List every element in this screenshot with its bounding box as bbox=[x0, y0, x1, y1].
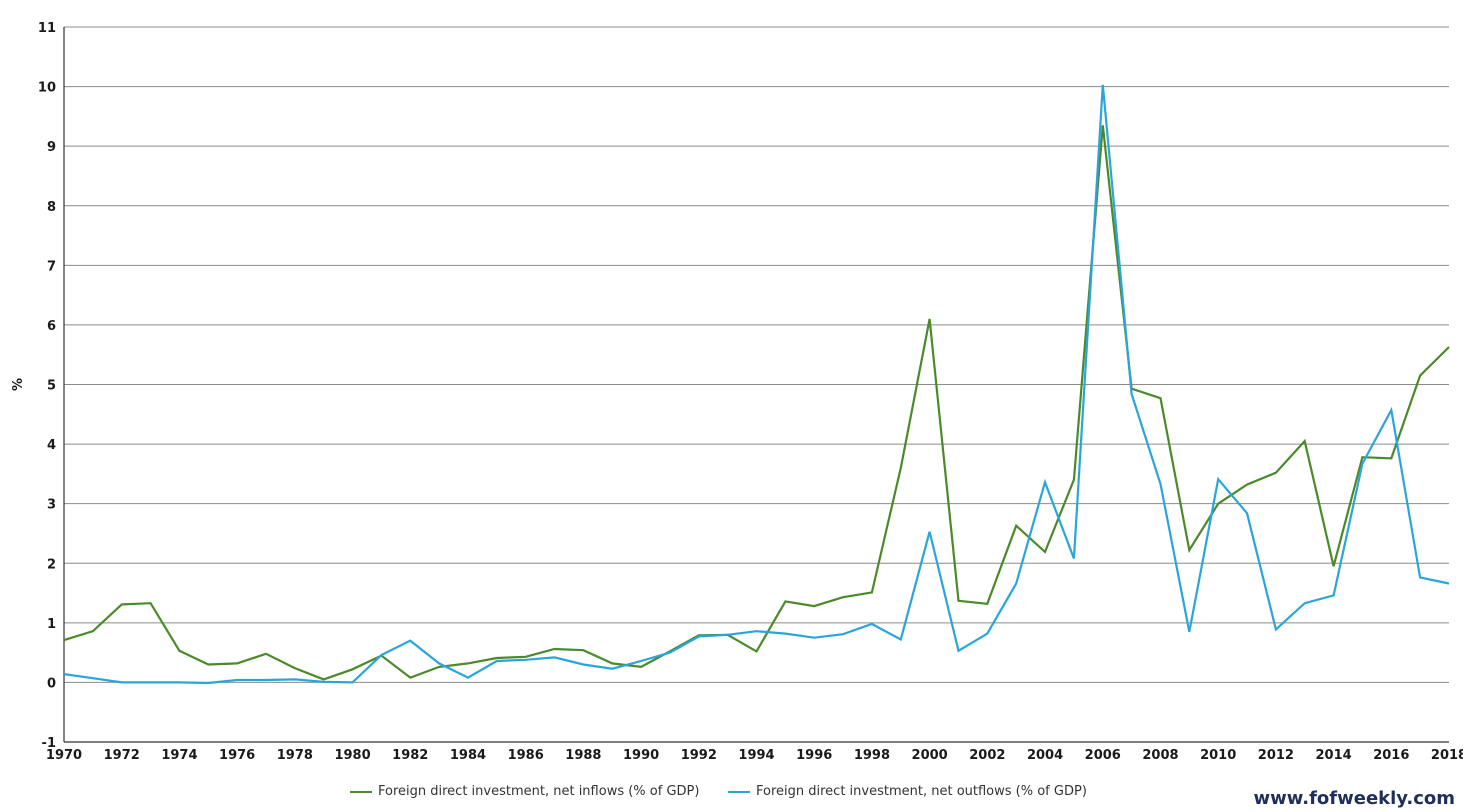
x-tick-label: 1970 bbox=[46, 748, 82, 763]
y-tick-label: 1 bbox=[47, 617, 56, 632]
y-tick-labels: -1 0 1 2 3 4 5 6 7 8 9 10 11 bbox=[38, 21, 56, 751]
x-tick-label: 1978 bbox=[277, 748, 313, 763]
x-tick-label: 2006 bbox=[1085, 748, 1121, 763]
x-tick-label: 2002 bbox=[969, 748, 1005, 763]
y-tick-label: 2 bbox=[47, 557, 56, 572]
x-tick-label: 2010 bbox=[1200, 748, 1236, 763]
x-tick-label: 1996 bbox=[796, 748, 832, 763]
legend-label-outflows: Foreign direct investment, net outflows … bbox=[756, 784, 1087, 799]
legend-swatch-inflows bbox=[350, 790, 372, 793]
y-tick-label: 8 bbox=[47, 200, 56, 215]
series-lines bbox=[63, 84, 1450, 685]
x-tick-label: 1984 bbox=[450, 748, 486, 763]
legend-swatch-outflows bbox=[728, 790, 750, 793]
x-tick-label: 1974 bbox=[161, 748, 197, 763]
y-tick-label: 7 bbox=[47, 259, 56, 274]
x-tick-label: 1998 bbox=[854, 748, 890, 763]
y-tick-label: 4 bbox=[47, 438, 56, 453]
series-line-outflows bbox=[63, 84, 1450, 685]
y-tick-label: 6 bbox=[47, 319, 56, 334]
y-axis-label: % bbox=[11, 378, 26, 391]
x-tick-label: 1994 bbox=[738, 748, 774, 763]
x-tick-label: 2014 bbox=[1315, 748, 1351, 763]
x-tick-label: 2000 bbox=[912, 748, 948, 763]
x-tick-label: 1992 bbox=[681, 748, 717, 763]
x-tick-label: 1986 bbox=[508, 748, 544, 763]
x-tick-label: 2004 bbox=[1027, 748, 1063, 763]
legend-item-outflows: Foreign direct investment, net outflows … bbox=[728, 784, 1087, 799]
y-tick-label: 11 bbox=[38, 21, 56, 36]
legend-label-inflows: Foreign direct investment, net inflows (… bbox=[378, 784, 700, 799]
x-tick-label: 1976 bbox=[219, 748, 255, 763]
series-line-inflows bbox=[63, 125, 1450, 681]
y-tick-label: 3 bbox=[47, 498, 56, 513]
x-tick-label: 2012 bbox=[1258, 748, 1294, 763]
x-tick-label: 2018 bbox=[1431, 748, 1463, 763]
y-tick-label: 10 bbox=[38, 81, 56, 96]
x-tick-label: 1980 bbox=[334, 748, 370, 763]
legend-item-inflows: Foreign direct investment, net inflows (… bbox=[350, 784, 699, 799]
y-tick-label: 5 bbox=[47, 379, 56, 394]
x-tick-label: 2016 bbox=[1373, 748, 1409, 763]
x-tick-labels: 1970 1972 1974 1976 1978 1980 1982 1984 1986 1988… bbox=[46, 748, 1463, 763]
x-tick-label: 2008 bbox=[1142, 748, 1178, 763]
y-tick-label: 0 bbox=[47, 676, 56, 691]
x-tick-label: 1990 bbox=[623, 748, 659, 763]
watermark-text: www.fofweekly.com bbox=[1253, 788, 1456, 809]
y-tick-label: 9 bbox=[47, 140, 56, 155]
x-tick-label: 1982 bbox=[392, 748, 428, 763]
x-tick-label: 1988 bbox=[565, 748, 601, 763]
x-tick-label: 1972 bbox=[104, 748, 140, 763]
y-tick-label: -1 bbox=[42, 736, 56, 751]
gridlines bbox=[64, 26, 1449, 743]
